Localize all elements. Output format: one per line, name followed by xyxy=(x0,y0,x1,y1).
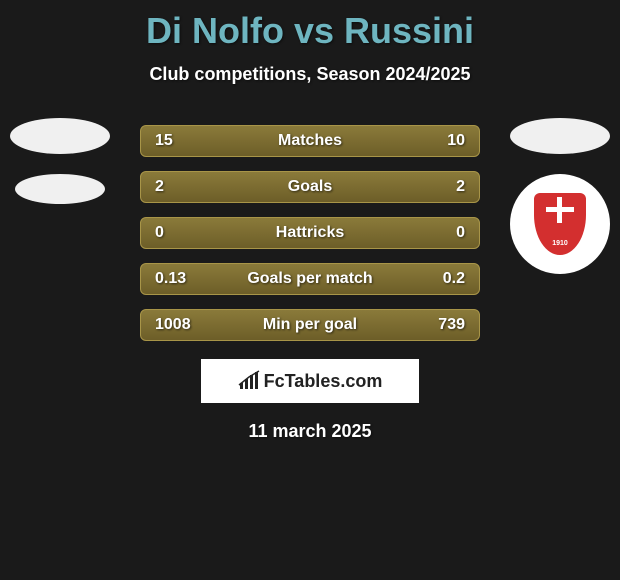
stat-row-hattricks: 0 Hattricks 0 xyxy=(140,217,480,249)
stat-left-value: 2 xyxy=(155,178,205,196)
bar-chart-icon xyxy=(238,370,260,392)
stat-right-value: 10 xyxy=(415,132,465,150)
stat-right-value: 0.2 xyxy=(415,270,465,288)
stat-left-value: 15 xyxy=(155,132,205,150)
shield-icon: 1910 xyxy=(534,193,586,255)
brand-text: FcTables.com xyxy=(264,371,383,392)
stat-row-goals: 2 Goals 2 xyxy=(140,171,480,203)
stat-right-value: 2 xyxy=(415,178,465,196)
left-player-column xyxy=(10,118,110,224)
stat-row-min-per-goal: 1008 Min per goal 739 xyxy=(140,309,480,341)
stat-right-value: 0 xyxy=(415,224,465,242)
brand-box: FcTables.com xyxy=(201,359,419,403)
stat-label: Goals xyxy=(288,178,332,196)
stat-right-value: 739 xyxy=(415,316,465,334)
club-badge-left xyxy=(15,174,105,204)
stat-label: Hattricks xyxy=(276,224,344,242)
club-year: 1910 xyxy=(534,240,586,247)
page-title: Di Nolfo vs Russini xyxy=(0,0,620,52)
stat-label: Matches xyxy=(278,132,342,150)
stat-row-goals-per-match: 0.13 Goals per match 0.2 xyxy=(140,263,480,295)
subtitle: Club competitions, Season 2024/2025 xyxy=(0,64,620,85)
stat-row-matches: 15 Matches 10 xyxy=(140,125,480,157)
player-avatar-right xyxy=(510,118,610,154)
stat-label: Min per goal xyxy=(263,316,357,334)
stat-left-value: 1008 xyxy=(155,316,205,334)
club-badge-right: 1910 xyxy=(510,174,610,274)
player-avatar-left xyxy=(10,118,110,154)
right-player-column: 1910 xyxy=(510,118,610,274)
stat-label: Goals per match xyxy=(247,270,372,288)
stat-left-value: 0.13 xyxy=(155,270,205,288)
stat-left-value: 0 xyxy=(155,224,205,242)
date-line: 11 march 2025 xyxy=(0,421,620,442)
